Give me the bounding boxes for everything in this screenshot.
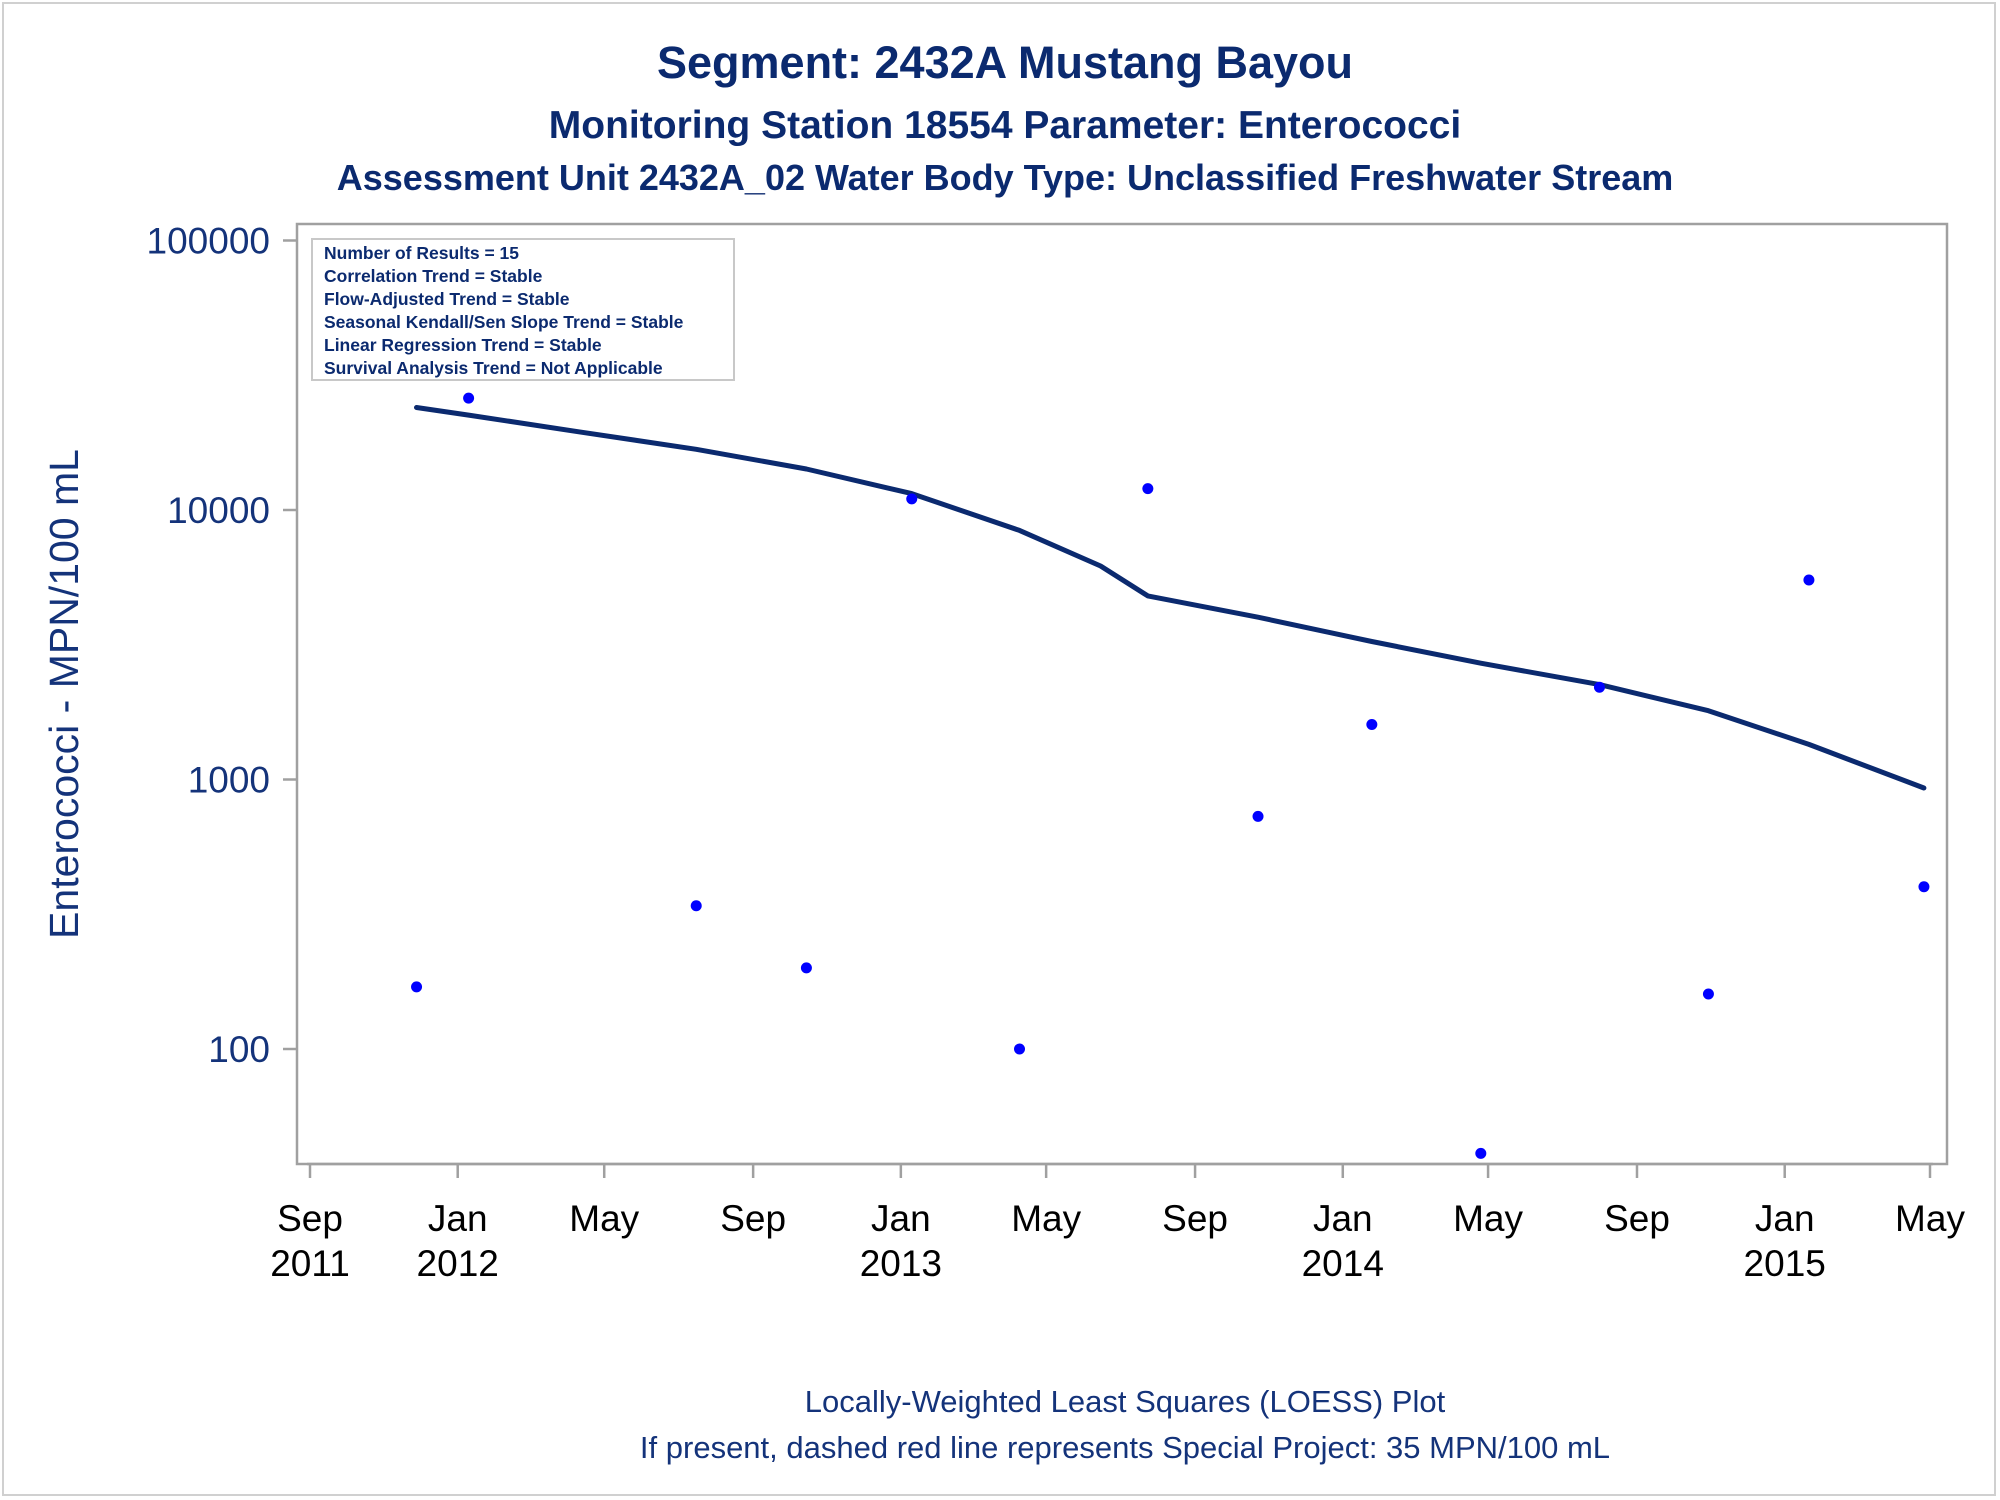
data-point: [906, 493, 918, 505]
x-tick-year-label: 2012: [417, 1243, 499, 1284]
data-point: [800, 962, 812, 974]
data-point: [1366, 718, 1378, 730]
x-tick-month-label: Sep: [720, 1198, 786, 1239]
x-tick-month-label: Jan: [428, 1198, 488, 1239]
x-tick-month-label: May: [1011, 1198, 1081, 1239]
y-axis: 100 1000 10000 100000: [147, 221, 297, 1070]
footnote-loess: Locally-Weighted Least Squares (LOESS) P…: [805, 1384, 1446, 1419]
trend-stats-frame: [311, 238, 735, 381]
x-tick-month-label: May: [1453, 1198, 1523, 1239]
chart-title: Segment: 2432A Mustang Bayou: [657, 37, 1353, 88]
x-tick-month-label: Jan: [871, 1198, 931, 1239]
x-tick-month-label: Sep: [1604, 1198, 1670, 1239]
data-point: [1014, 1043, 1026, 1055]
data-point: [1803, 574, 1815, 586]
trend-stats-box: Number of Results = 15 Correlation Trend…: [311, 238, 735, 381]
data-point: [690, 900, 702, 912]
data-point: [463, 392, 475, 404]
loess-series: [414, 405, 1927, 791]
x-tick-year-label: 2015: [1744, 1243, 1826, 1284]
y-tick-label: 100: [208, 1029, 270, 1070]
loess-line: [414, 405, 1927, 791]
stat-flow-adjusted-trend: Flow-Adjusted Trend = Stable: [324, 289, 570, 309]
data-point: [1475, 1147, 1487, 1159]
x-tick-year-label: 2014: [1302, 1243, 1384, 1284]
stat-correlation-trend: Correlation Trend = Stable: [324, 266, 543, 286]
data-point: [1702, 988, 1714, 1000]
chart-subtitle-assessment-unit: Assessment Unit 2432A_02 Water Body Type…: [337, 157, 1674, 198]
data-point: [411, 981, 423, 993]
x-tick-month-label: Sep: [277, 1198, 343, 1239]
y-tick-label: 1000: [188, 760, 270, 801]
stat-seasonal-kendall-trend: Seasonal Kendall/Sen Slope Trend = Stabl…: [324, 312, 684, 332]
footnote-special-project: If present, dashed red line represents S…: [640, 1430, 1610, 1465]
y-tick-label: 10000: [167, 490, 270, 531]
stat-linear-regression-trend: Linear Regression Trend = Stable: [324, 335, 602, 355]
chart-subtitle-station: Monitoring Station 18554 Parameter: Ente…: [549, 104, 1461, 147]
stat-survival-analysis-trend: Survival Analysis Trend = Not Applicable: [324, 358, 663, 378]
x-tick-year-label: 2013: [860, 1243, 942, 1284]
x-tick-year-label: 2011: [270, 1243, 350, 1284]
x-tick-month-label: Jan: [1755, 1198, 1815, 1239]
data-point: [1142, 483, 1154, 495]
data-point: [1593, 681, 1605, 693]
y-axis-label: Enterococci - MPN/100 mL: [41, 449, 87, 939]
data-point: [1918, 881, 1930, 893]
data-point: [1252, 810, 1264, 822]
x-tick-month-label: May: [569, 1198, 639, 1239]
data-points: [411, 280, 1930, 1159]
x-tick-month-label: May: [1895, 1198, 1965, 1239]
x-tick-month-label: Jan: [1313, 1198, 1373, 1239]
x-tick-month-label: Sep: [1162, 1198, 1228, 1239]
stat-number-of-results: Number of Results = 15: [324, 243, 519, 263]
y-tick-label: 100000: [147, 221, 270, 262]
